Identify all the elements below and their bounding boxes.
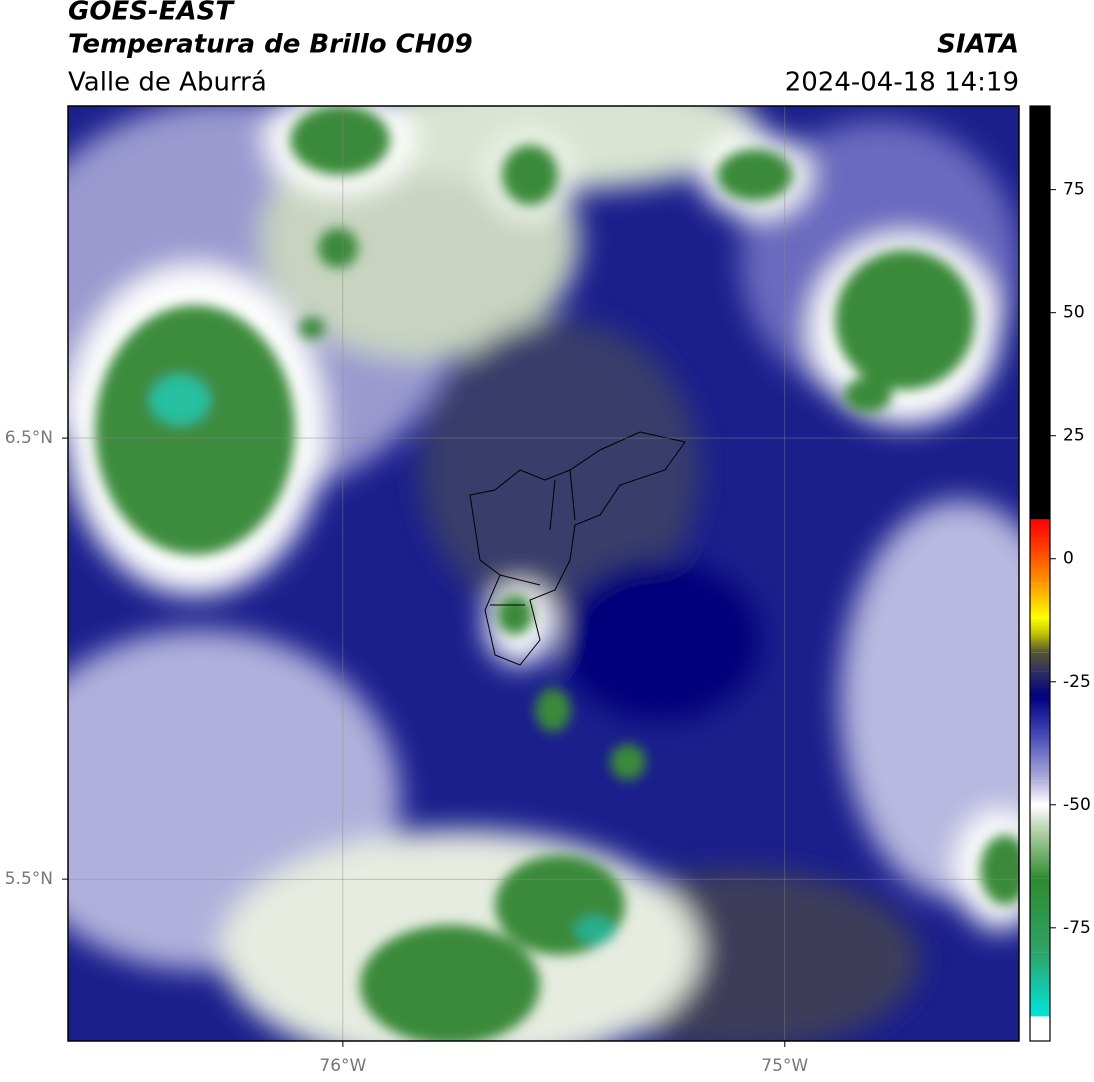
colorbar-frame [1029, 105, 1051, 1042]
colorbar-tick-label: -75 [1063, 918, 1091, 938]
grid [68, 106, 1019, 1041]
colorbar-segment [1030, 632, 1050, 653]
colorbar-tick-label: 0 [1063, 549, 1074, 569]
colorbar-segment [1030, 1016, 1050, 1041]
colorbar-segment [1030, 519, 1050, 544]
colorbar-segment [1030, 952, 1050, 1017]
imagery [68, 106, 1019, 1041]
colorbar-tick-label: 25 [1063, 426, 1085, 446]
colorbar-segment [1030, 878, 1050, 953]
colorbar-segment [1030, 804, 1050, 830]
colorbar-segment [1030, 652, 1050, 672]
colorbar-segment [1030, 696, 1050, 731]
region: Valle de Aburrá [68, 68, 267, 98]
colorbar-tick-label: -25 [1063, 672, 1091, 692]
y-tick-label: 5.5°N [5, 869, 53, 889]
colorbar-segment [1030, 671, 1050, 697]
colorbar-tick-label: -50 [1063, 795, 1091, 815]
colorbar-segment [1030, 583, 1050, 618]
subtitle: Temperatura de Brillo CH09 [68, 30, 473, 60]
colorbar-segment [1030, 730, 1050, 781]
colorbar-segment [1030, 829, 1050, 879]
datetime: 2024-04-18 14:19 [785, 68, 1019, 98]
source: SIATA [937, 30, 1019, 60]
y-tick-label: 6.5°N [5, 428, 53, 448]
title: GOES-EAST [68, 0, 235, 27]
colorbar: -75 -50 -25 0 25 50 75 [1030, 106, 1091, 1041]
x-tick-label: 76°W [319, 1056, 366, 1076]
colorbar-segment [1030, 106, 1050, 520]
map-frame [67, 105, 1020, 1042]
colorbar-segment [1030, 543, 1050, 584]
colorbar-tick-label: 75 [1063, 180, 1085, 200]
colorbar-segment [1030, 617, 1050, 633]
colorbar-tick-label: 50 [1063, 303, 1085, 323]
colorbar-segment [1030, 780, 1050, 805]
x-tick-label: 75°W [761, 1056, 808, 1076]
